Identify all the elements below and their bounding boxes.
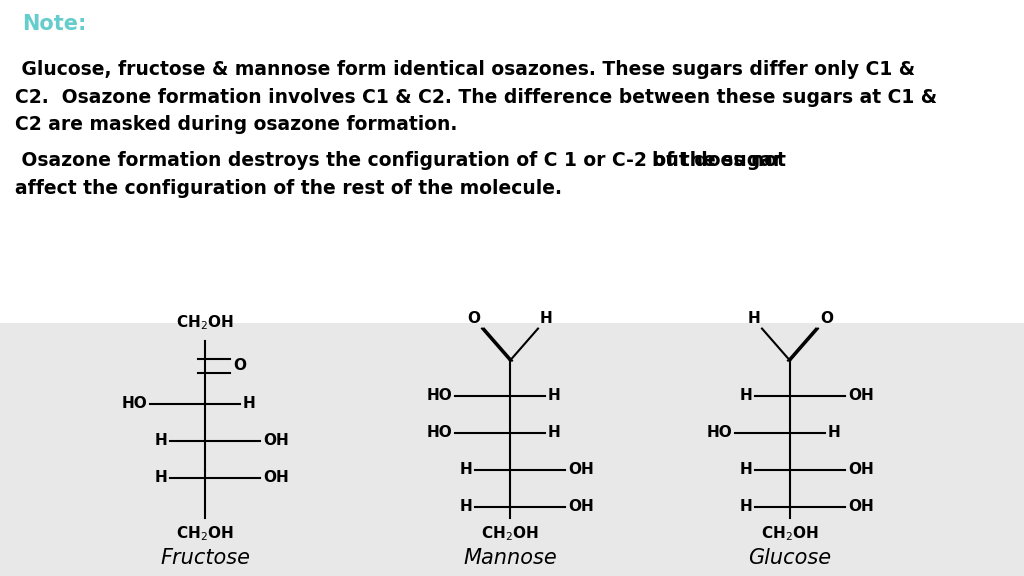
Text: OH: OH [848, 499, 873, 514]
Text: OH: OH [263, 471, 289, 486]
Text: H: H [828, 425, 841, 440]
Text: HO: HO [426, 388, 452, 403]
Text: CH$_2$OH: CH$_2$OH [176, 313, 233, 332]
Text: H: H [540, 310, 553, 325]
Text: OH: OH [263, 433, 289, 448]
Text: HO: HO [426, 425, 452, 440]
Text: HO: HO [121, 396, 147, 411]
Text: H: H [739, 463, 752, 478]
Text: Glucose: Glucose [749, 548, 831, 568]
Text: H: H [548, 388, 561, 403]
Text: H: H [243, 396, 256, 411]
Text: O: O [820, 310, 833, 325]
Text: but does not: but does not [652, 151, 786, 170]
Text: H: H [155, 471, 167, 486]
Text: H: H [459, 499, 472, 514]
Text: CH$_2$OH: CH$_2$OH [481, 524, 539, 543]
Text: Osazone formation destroys the configuration of C 1 or C-2 of the sugar: Osazone formation destroys the configura… [15, 151, 782, 170]
Text: Mannose: Mannose [463, 548, 557, 568]
Text: H: H [548, 425, 561, 440]
Text: H: H [739, 499, 752, 514]
Text: OH: OH [848, 388, 873, 403]
Text: H: H [459, 463, 472, 478]
Text: O: O [467, 310, 480, 325]
Text: Note:: Note: [23, 14, 87, 35]
Text: CH$_2$OH: CH$_2$OH [761, 524, 819, 543]
Text: OH: OH [848, 463, 873, 478]
Text: Glucose, fructose & mannose form identical osazones. These sugars differ only C1: Glucose, fructose & mannose form identic… [15, 60, 915, 79]
Text: C2.  Osazone formation involves C1 & C2. The difference between these sugars at : C2. Osazone formation involves C1 & C2. … [15, 88, 938, 107]
Text: C2 are masked during osazone formation.: C2 are masked during osazone formation. [15, 115, 458, 134]
Text: H: H [155, 433, 167, 448]
Text: OH: OH [568, 463, 594, 478]
Text: CH$_2$OH: CH$_2$OH [176, 524, 233, 543]
Text: O: O [233, 358, 246, 373]
Text: H: H [739, 388, 752, 403]
Text: OH: OH [568, 499, 594, 514]
Text: affect the configuration of the rest of the molecule.: affect the configuration of the rest of … [15, 179, 562, 198]
Text: H: H [748, 310, 760, 325]
Text: HO: HO [707, 425, 732, 440]
Text: Fructose: Fructose [160, 548, 250, 568]
